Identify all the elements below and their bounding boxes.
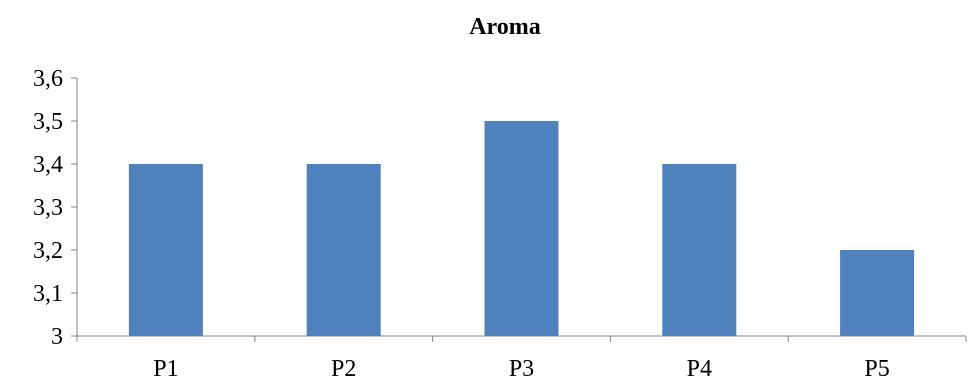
x-tick-label: P4 [687,356,712,382]
bar-p3 [484,121,559,336]
x-tick-label: P1 [153,356,178,382]
y-tick-label: 3,6 [33,66,63,92]
y-tick-label: 3,3 [33,195,63,221]
y-tick-label: 3,5 [33,109,63,135]
bar-p4 [662,164,737,336]
x-tick-label: P3 [509,356,534,382]
y-tick-label: 3,1 [33,281,63,307]
y-tick-label: 3 [51,324,63,350]
chart-title: Aroma [469,14,541,40]
x-tick-label: P2 [331,356,356,382]
bar-p2 [306,164,381,336]
bar-p5 [840,250,915,336]
y-tick-label: 3,2 [33,238,63,264]
y-tick-label: 3,4 [33,152,63,178]
bar-p1 [128,164,203,336]
x-tick-label: P5 [864,356,889,382]
